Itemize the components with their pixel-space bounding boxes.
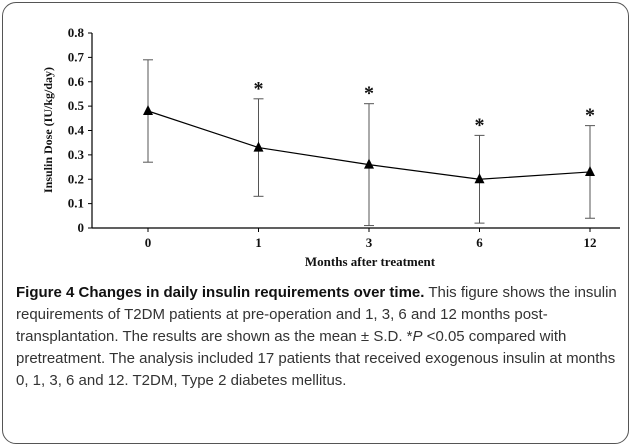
y-tick-label: 0.7 — [68, 49, 85, 64]
y-tick-label: 0 — [78, 220, 85, 235]
significance-label: * — [364, 83, 374, 105]
x-tick-label: 12 — [584, 235, 597, 250]
x-tick-label: 3 — [366, 235, 373, 250]
x-tick-label: 1 — [255, 235, 262, 250]
y-tick-label: 0.4 — [68, 123, 85, 138]
caption: Figure 4 Changes in daily insulin requir… — [16, 282, 620, 392]
marker — [474, 173, 485, 184]
marker — [143, 105, 153, 115]
marker — [585, 165, 595, 176]
chart: Months after treatment Insulin Dose (IU/… — [41, 25, 620, 269]
y-tick-label: 0.8 — [68, 25, 85, 40]
y-axis-label: Insulin Dose (IU/kg/day) — [41, 67, 55, 193]
y-tick-label: 0.2 — [68, 171, 84, 186]
caption-text: This figure shows the insulin requiremen… — [16, 284, 617, 345]
figure-frame — [2, 2, 629, 444]
marker — [364, 158, 374, 169]
caption-text: <0.05 compared with pretreatment. The an… — [16, 328, 616, 389]
significance-label: * — [585, 105, 595, 127]
y-tick-label: 0.5 — [68, 98, 85, 113]
x-tick-label: 6 — [476, 235, 483, 250]
marker — [253, 141, 264, 152]
y-tick-label: 0.1 — [68, 196, 84, 211]
significance-label: * — [475, 114, 485, 136]
y-tick-label: 0.6 — [68, 74, 85, 89]
y-tick-label: 0.3 — [68, 147, 85, 162]
caption-italic: P — [412, 328, 423, 345]
caption-title: Figure 4 Changes in daily insulin requir… — [16, 284, 425, 301]
x-tick-label: 0 — [145, 235, 152, 250]
x-axis-label: Months after treatment — [305, 254, 436, 269]
significance-label: * — [254, 78, 264, 100]
